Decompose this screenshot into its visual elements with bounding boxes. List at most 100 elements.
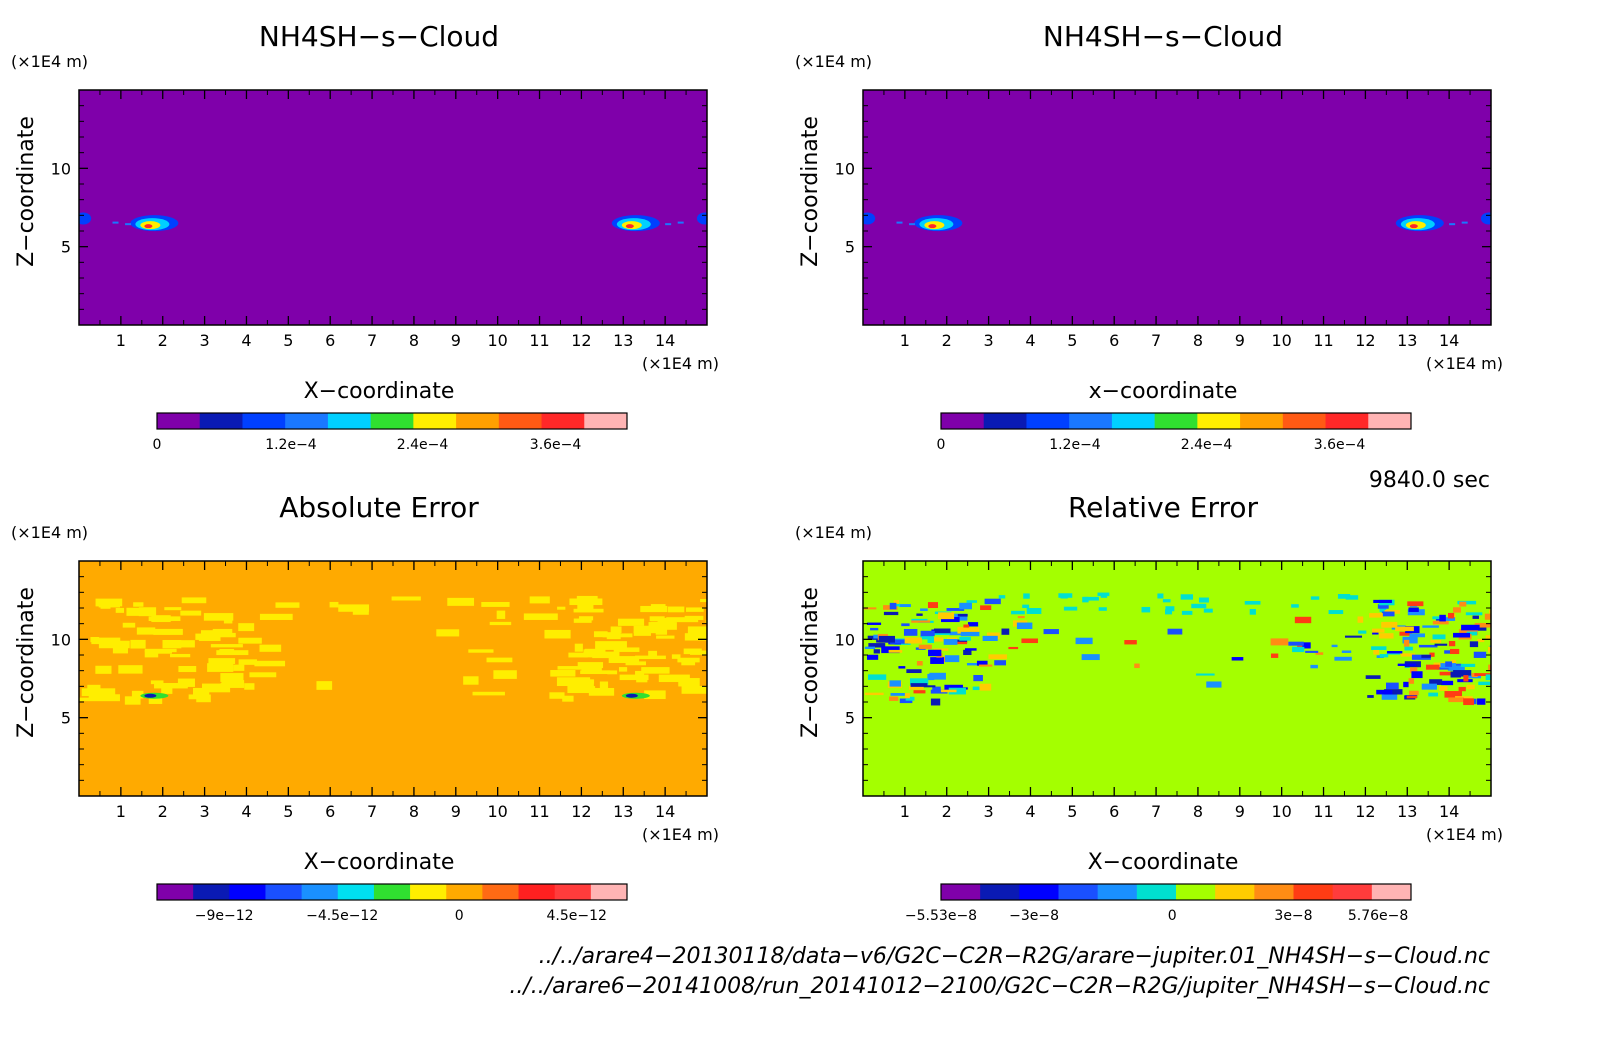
error-patch (1331, 644, 1338, 648)
error-patch (1407, 609, 1425, 616)
cloud-blob (611, 215, 660, 232)
colorbar-label: 0 (153, 437, 162, 453)
colorbar-label: 3e−8 (1274, 908, 1312, 924)
error-patch (903, 628, 918, 636)
error-patch (1373, 599, 1392, 603)
error-patch (1357, 616, 1364, 623)
error-patch (1432, 620, 1449, 625)
error-patch (468, 649, 494, 653)
error-patch (1441, 680, 1454, 686)
error-patch (1387, 651, 1403, 654)
x-tick-label: 9 (451, 331, 461, 350)
error-patch (1406, 695, 1418, 699)
x-tick-label: 1 (116, 802, 126, 821)
colorbar-frame (940, 412, 1412, 430)
error-patch (881, 646, 900, 654)
error-patch (1407, 601, 1424, 607)
error-patch (573, 618, 592, 623)
error-patch (1231, 657, 1244, 661)
error-patch (574, 643, 583, 652)
colorbar-label: 1.2e−4 (1049, 437, 1101, 453)
error-patch (1310, 664, 1318, 669)
error-patch (904, 693, 910, 699)
cloud-blob-core (625, 224, 634, 229)
error-patch (1373, 648, 1379, 655)
colorbar-swatch (301, 884, 339, 900)
colorbar-swatch (941, 413, 985, 429)
x-tick-label: 14 (1439, 802, 1459, 821)
x-tick-label: 11 (529, 331, 549, 350)
error-patch (1395, 626, 1414, 632)
error-patch (957, 626, 967, 634)
error-patch (178, 665, 197, 673)
error-patch (1421, 654, 1431, 658)
colorbar-swatch (1293, 884, 1334, 900)
error-patch (220, 673, 244, 682)
error-patch (656, 635, 675, 639)
x-tick-label: 4 (1025, 802, 1035, 821)
error-patch (568, 652, 588, 658)
error-patch (1371, 646, 1387, 650)
chart-panel-4: Relative Error(×1E4 m)1 2 3 4 5 6 7 8 9 10 11 12 13 1… (795, 491, 1503, 924)
error-patch (951, 639, 968, 643)
chart-title: NH4SH−s−Cloud (1043, 20, 1283, 53)
error-patch (948, 687, 966, 695)
error-patch (1043, 629, 1059, 635)
cloud-blob (914, 215, 963, 232)
x-tick-label: 5 (1067, 802, 1077, 821)
colorbar-label: 2.4e−4 (397, 437, 449, 453)
error-patch (1358, 630, 1367, 634)
colorbar: 0 1.2e−4 2.4e−4 3.6e−4 (937, 412, 1412, 453)
y-axis-label: Z−coordinate (798, 116, 823, 267)
x-tick-label: 5 (283, 331, 293, 350)
error-patch (1141, 606, 1151, 613)
colorbar-swatch (370, 413, 414, 429)
error-patch (177, 678, 195, 687)
error-patch (1410, 667, 1418, 674)
error-patch (678, 678, 700, 687)
error-patch (959, 636, 971, 641)
cloud-blob (130, 215, 179, 232)
x-tick-label: 3 (200, 802, 210, 821)
error-patch (203, 613, 234, 621)
colorbar-label: 2.4e−4 (1181, 437, 1233, 453)
error-patch (681, 659, 696, 666)
error-patch (1341, 650, 1352, 653)
colorbar-swatch (265, 884, 303, 900)
error-patch (1450, 671, 1462, 678)
error-patch (316, 681, 333, 690)
error-patch (1097, 592, 1110, 597)
error-patch (944, 655, 960, 663)
x-tick-label: 6 (325, 331, 335, 350)
error-patch (888, 649, 903, 653)
y-tick-label: 5 (61, 709, 71, 728)
error-patch (1459, 601, 1467, 607)
error-patch (208, 658, 236, 664)
error-patch (1463, 698, 1475, 706)
error-patch (1337, 594, 1351, 599)
error-patch (683, 648, 702, 655)
error-patch (1402, 636, 1418, 644)
error-patch (988, 654, 1007, 660)
error-patch (1474, 622, 1491, 628)
error-patch (472, 691, 505, 696)
error-patch (1381, 611, 1395, 617)
colorbar-swatch (518, 884, 556, 900)
error-patch (889, 680, 901, 687)
error-patch (1485, 635, 1491, 641)
error-patch (223, 618, 233, 624)
error-patch (960, 631, 980, 637)
x-tick-label: 9 (451, 802, 461, 821)
error-patch (957, 613, 968, 617)
error-patch (909, 678, 929, 685)
error-patch (1400, 653, 1416, 657)
error-patch (864, 646, 876, 649)
error-patch (1465, 612, 1483, 616)
error-patch (1490, 683, 1491, 688)
x-tick-label: 14 (655, 802, 675, 821)
colorbar-swatch (1254, 884, 1294, 900)
colorbar-label: 0 (1168, 908, 1177, 924)
error-patch (1124, 640, 1137, 645)
error-patch (889, 639, 909, 644)
error-patch (215, 632, 236, 638)
